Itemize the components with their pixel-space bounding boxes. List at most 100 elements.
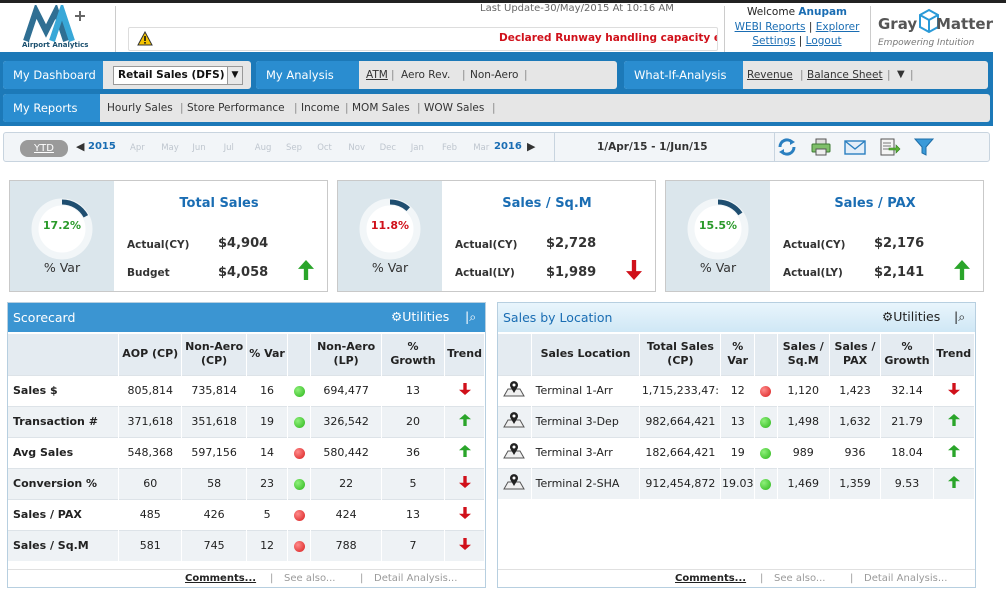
settings-link[interactable]: Settings xyxy=(752,35,796,47)
kpi-card[interactable]: 11.8% % Var Sales / Sq.M Actual(CY) $2,7… xyxy=(337,180,656,292)
growth-pct: 20 xyxy=(381,405,446,437)
growth-pct: 21.79 xyxy=(880,405,934,437)
trend-up-icon xyxy=(298,260,314,280)
table-row[interactable]: Terminal 3-Arr 182,664,421 19 989 936 18… xyxy=(498,436,975,468)
non-aero-link[interactable]: Non-Aero xyxy=(470,69,519,81)
start-year[interactable]: 2015 xyxy=(88,141,116,152)
month-jul[interactable]: Jul xyxy=(223,143,234,153)
comments-link[interactable]: Comments... xyxy=(185,573,257,584)
webi-reports-link[interactable]: WEBI Reports xyxy=(734,20,806,33)
location-name: Terminal 3-Dep xyxy=(531,405,641,437)
kpi-title: Sales / PAX xyxy=(834,196,916,211)
month-jan[interactable]: Jan xyxy=(410,143,424,153)
map-pin-cell[interactable] xyxy=(498,374,532,406)
sales-per-sqm: 1,120 xyxy=(777,374,830,406)
income-link[interactable]: Income xyxy=(301,102,340,114)
table-row[interactable]: Terminal 3-Dep 982,664,421 13 1,498 1,63… xyxy=(498,405,975,437)
total-sales-cp: 912,454,872 xyxy=(639,467,722,499)
explorer-link[interactable]: Explorer xyxy=(815,20,860,33)
growth-pct: 32.14 xyxy=(880,374,934,406)
dashboard-select[interactable]: Retail Sales (DFS) ▼ xyxy=(113,66,243,85)
what-if-analysis-button[interactable]: What-If-Analysis xyxy=(624,61,743,89)
kpi-card[interactable]: 15.5% % Var Sales / PAX Actual(CY) $2,17… xyxy=(665,180,984,292)
month-dec[interactable]: Dec xyxy=(379,143,397,153)
status-cell xyxy=(754,374,778,406)
header-divider xyxy=(724,6,725,52)
analysis-group: My Analysis ATM | Aero Rev. | Non-Aero | xyxy=(256,61,617,89)
status-cell xyxy=(287,498,312,530)
table-row[interactable]: Terminal 2-SHA 912,454,872 19.03 1,469 1… xyxy=(498,467,975,499)
table-row[interactable]: Sales / Sq.M 581 745 12 788 7 xyxy=(8,529,485,561)
non-aero-lp: 22 xyxy=(310,467,382,499)
detail-analysis-link[interactable]: Detail Analysis... xyxy=(864,573,948,584)
atm-link[interactable]: ATM xyxy=(366,69,388,81)
trend-up-icon xyxy=(947,445,960,457)
column-header xyxy=(754,334,778,375)
logout-link[interactable]: Logout xyxy=(805,35,842,47)
email-icon[interactable] xyxy=(844,137,866,157)
airport-analytics-logo[interactable]: Airport Analytics xyxy=(14,3,114,53)
utilities-button[interactable]: ⚙Utilities xyxy=(882,309,940,324)
month-may[interactable]: May xyxy=(161,143,179,153)
more-dropdown-icon[interactable]: ▼ xyxy=(897,69,905,80)
month-mar[interactable]: Mar xyxy=(473,143,490,153)
map-pin-icon xyxy=(503,412,526,428)
trend-down-icon xyxy=(626,260,642,280)
logo-mark-icon xyxy=(23,5,85,42)
my-dashboard-button[interactable]: My Dashboard xyxy=(3,61,103,89)
end-year[interactable]: 2016 xyxy=(494,141,522,152)
separator: | xyxy=(910,69,914,81)
see-also-link[interactable]: See also... xyxy=(774,573,826,584)
sales-per-pax: 1,359 xyxy=(829,467,882,499)
zoom-icon[interactable]: |⌕ xyxy=(954,309,966,324)
wow-sales-link[interactable]: WOW Sales xyxy=(424,102,485,114)
table-row[interactable]: Sales / PAX 485 426 5 424 13 xyxy=(8,498,485,530)
kpi-card[interactable]: 17.2% % Var Total Sales Actual(CY) $4,90… xyxy=(9,180,328,292)
trend-cell xyxy=(933,467,975,499)
my-analysis-button[interactable]: My Analysis xyxy=(256,61,359,89)
export-icon[interactable] xyxy=(879,137,901,157)
trend-down-icon xyxy=(458,507,471,519)
brand-word-2: Matter xyxy=(936,15,993,33)
see-also-link[interactable]: See also... xyxy=(284,573,336,584)
refresh-icon[interactable] xyxy=(776,137,798,157)
my-reports-button[interactable]: My Reports xyxy=(3,94,100,122)
aero-rev-link[interactable]: Aero Rev. xyxy=(401,69,451,81)
kpi-trend xyxy=(297,259,315,284)
hourly-sales-link[interactable]: Hourly Sales xyxy=(107,102,173,114)
balance-sheet-link[interactable]: Balance Sheet xyxy=(807,69,883,81)
next-year-icon[interactable]: ▶ xyxy=(527,140,536,153)
detail-analysis-link[interactable]: Detail Analysis... xyxy=(374,573,458,584)
utilities-button[interactable]: ⚙Utilities xyxy=(391,309,449,324)
var-pct: 19 xyxy=(246,405,289,437)
revenue-link[interactable]: Revenue xyxy=(747,69,793,81)
ytd-button[interactable]: YTD xyxy=(20,140,68,157)
map-pin-cell[interactable] xyxy=(498,436,532,468)
month-nov[interactable]: Nov xyxy=(348,143,365,153)
month-oct[interactable]: Oct xyxy=(317,143,332,153)
chevron-down-icon[interactable]: ▼ xyxy=(227,67,242,84)
month-jun[interactable]: Jun xyxy=(192,143,206,153)
month-aug[interactable]: Aug xyxy=(254,143,272,153)
month-sep[interactable]: Sep xyxy=(286,143,303,153)
comments-link[interactable]: Comments... xyxy=(675,573,747,584)
table-row[interactable]: Sales $ 805,814 735,814 16 694,477 13 xyxy=(8,374,485,406)
month-apr[interactable]: Apr xyxy=(130,143,145,153)
zoom-icon[interactable]: |⌕ xyxy=(465,309,477,324)
filter-icon[interactable] xyxy=(913,137,935,157)
brand-tagline: Empowering Intuition xyxy=(878,38,975,48)
var-pct: 23 xyxy=(246,467,289,499)
month-feb[interactable]: Feb xyxy=(442,143,458,153)
table-row[interactable]: Terminal 1-Arr 1,715,233,47: 12 1,120 1,… xyxy=(498,374,975,406)
table-row[interactable]: Conversion % 60 58 23 22 5 xyxy=(8,467,485,499)
print-icon[interactable] xyxy=(810,137,832,157)
prev-year-icon[interactable]: ◀ xyxy=(76,140,85,153)
table-row[interactable]: Avg Sales 548,368 597,156 14 580,442 36 xyxy=(8,436,485,468)
map-pin-cell[interactable] xyxy=(498,405,532,437)
table-row[interactable]: Transaction # 371,618 351,618 19 326,542… xyxy=(8,405,485,437)
map-pin-cell[interactable] xyxy=(498,467,532,499)
store-performance-link[interactable]: Store Performance xyxy=(187,102,285,114)
trend-cell xyxy=(444,436,485,468)
mom-sales-link[interactable]: MOM Sales xyxy=(352,102,410,114)
sales-per-pax: 1,632 xyxy=(829,405,882,437)
